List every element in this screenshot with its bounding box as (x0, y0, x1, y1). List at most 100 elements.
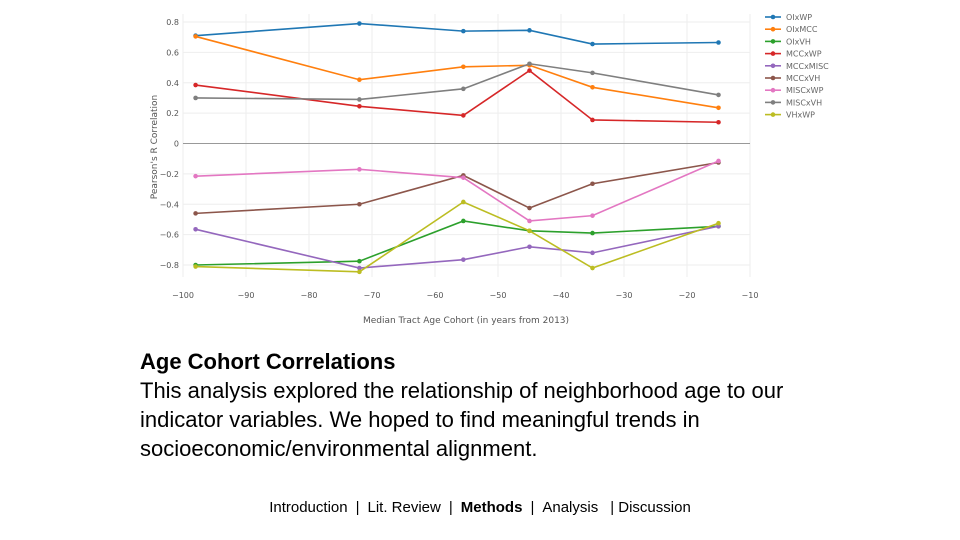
series-line (195, 201, 719, 273)
data-point (357, 97, 362, 102)
series-miscxwp (193, 158, 721, 224)
data-point (193, 82, 198, 88)
legend-item-mccxmisc[interactable]: MCCxMISC (765, 62, 829, 71)
data-point (357, 201, 362, 207)
data-point (527, 68, 532, 73)
data-point (716, 158, 721, 164)
legend-label: MCCxWP (786, 50, 822, 59)
legend-swatch-marker (770, 63, 776, 69)
y-tick-label: −0.4 (160, 200, 179, 209)
data-point (527, 244, 532, 250)
series-line (195, 225, 719, 269)
nav-separator: | (530, 499, 535, 516)
y-axis-title: Pearson's R Correlation (150, 95, 160, 200)
nav-discussion[interactable]: | Discussion (610, 499, 691, 516)
data-point (590, 230, 595, 236)
legend-item-mccxvh[interactable]: MCCxVH (765, 74, 820, 83)
data-point (527, 28, 532, 33)
data-point (357, 103, 362, 109)
data-point (357, 269, 362, 275)
nav-lit-review[interactable]: Lit. Review (367, 499, 441, 516)
legend-swatch-marker (770, 51, 776, 56)
series-lines (193, 21, 721, 275)
data-point (590, 70, 595, 76)
slide-nav: Introduction | Lit. Review | Methods | Analysi… (0, 499, 960, 516)
y-tick-label: 0.8 (166, 18, 179, 27)
legend-item-vhxwp[interactable]: VHxWP (765, 111, 815, 120)
series-oixwp (193, 21, 721, 47)
legend-label: VHxWP (786, 111, 815, 120)
data-point (527, 218, 532, 224)
x-axis-title: Median Tract Age Cohort (in years from 2… (363, 316, 569, 326)
data-point (461, 218, 466, 224)
data-point (590, 41, 595, 47)
series-line (195, 69, 719, 124)
nav-analysis[interactable]: Analysis (542, 499, 599, 516)
x-tick-label: −10 (742, 291, 759, 300)
series-line (195, 35, 719, 109)
legend-label: MCCxVH (786, 74, 820, 83)
legend-label: OIxWP (786, 13, 812, 22)
nav-introduction[interactable]: Introduction (269, 499, 348, 516)
series-oixmcc (193, 34, 721, 111)
data-point (716, 40, 721, 45)
legend-label: MCCxMISC (786, 62, 829, 71)
x-tick-label: −100 (172, 291, 194, 300)
line-chart: −0.8 −0.6 −0.4 −0.2 0 0.2 0.4 0.6 0.8 −100 −90 −80 −… (150, 13, 829, 326)
data-point (193, 173, 198, 179)
x-tick-label: −70 (364, 291, 381, 300)
legend-item-oixvh[interactable]: OIxVH (765, 37, 811, 46)
data-point (590, 213, 595, 218)
series-line (195, 161, 719, 215)
data-point (193, 227, 198, 232)
series-line (195, 62, 719, 101)
legend[interactable]: OIxWP OIxMCC OIxVH MCCxWP MCCxMISC MCCxVH MISC… (765, 13, 829, 120)
series-line (195, 160, 719, 222)
legend-item-miscxwp[interactable]: MISCxWP (765, 86, 824, 95)
legend-label: OIxMCC (786, 25, 818, 34)
legend-swatch-marker (770, 112, 776, 117)
data-point (193, 211, 198, 216)
data-point (716, 105, 721, 111)
legend-label: MISCxWP (786, 86, 824, 95)
legend-label: OIxVH (786, 37, 811, 46)
x-tick-label: −60 (427, 291, 444, 300)
series-line (195, 22, 719, 45)
data-point (461, 28, 466, 34)
series-vhxwp (193, 199, 721, 275)
data-point (461, 113, 466, 118)
data-point (590, 181, 595, 187)
data-point (461, 86, 466, 92)
data-point (461, 257, 466, 262)
x-tick-label: −80 (301, 291, 318, 300)
legend-item-mccxwp[interactable]: MCCxWP (765, 50, 822, 59)
y-tick-label: 0.2 (166, 109, 179, 118)
data-point (590, 117, 595, 123)
data-point (716, 220, 721, 226)
legend-swatch-marker (770, 26, 776, 32)
data-point (357, 258, 362, 264)
data-point (193, 264, 198, 269)
legend-item-miscxvh[interactable]: MISCxVH (765, 98, 822, 107)
legend-swatch-marker (770, 14, 776, 20)
nav-methods[interactable]: Methods (460, 499, 523, 516)
legend-swatch-marker (770, 87, 776, 93)
data-point (716, 92, 721, 98)
legend-item-oixmcc[interactable]: OIxMCC (765, 25, 818, 34)
data-point (357, 167, 362, 172)
y-tick-label: −0.6 (160, 231, 179, 240)
series-mccxvh (193, 160, 721, 216)
slide-body: This analysis explored the relationship … (140, 378, 784, 461)
series-mccxwp (193, 68, 721, 125)
slide-title: Age Cohort Correlations (140, 349, 396, 374)
x-tick-label: −30 (616, 291, 633, 300)
y-tick-label: −0.2 (160, 170, 179, 179)
nav-separator: | (448, 499, 453, 516)
data-point (193, 34, 198, 39)
legend-item-oixwp[interactable]: OIxWP (765, 13, 812, 22)
data-point (716, 119, 721, 125)
data-point (193, 95, 198, 101)
y-tick-label: 0 (174, 140, 179, 149)
y-tick-label: 0.4 (166, 79, 179, 88)
data-point (590, 85, 595, 90)
